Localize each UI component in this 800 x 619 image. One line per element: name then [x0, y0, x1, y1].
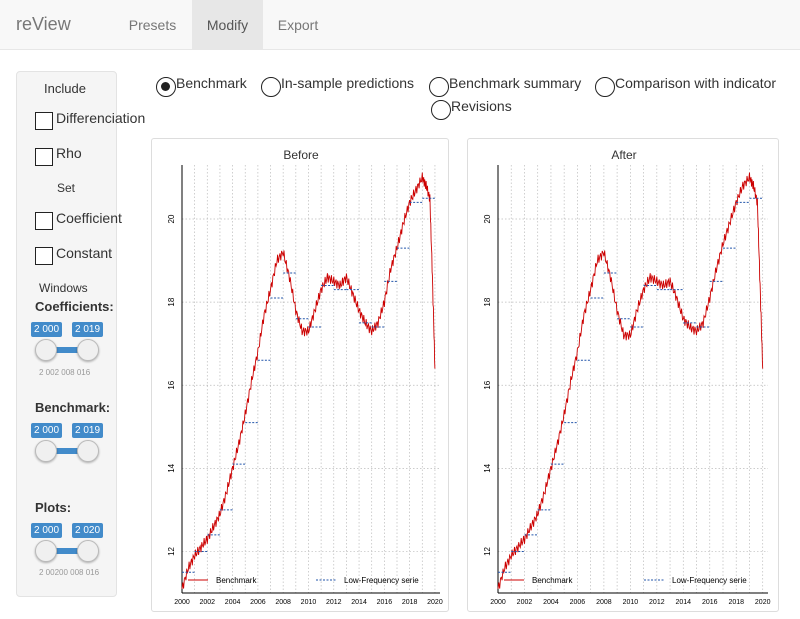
benchmark-slider-label: Benchmark: — [35, 400, 111, 415]
coefficients-slider-handle-from[interactable] — [35, 339, 57, 361]
coefficients-slider-label: Coefficients: — [35, 299, 114, 314]
x-tick-label: 2008 — [596, 599, 612, 606]
x-tick-label: 2020 — [755, 599, 771, 606]
radio-in-sample-predictions-label: In-sample predictions — [281, 75, 415, 91]
y-tick-label: 16 — [483, 380, 492, 389]
y-tick-label: 12 — [167, 546, 176, 555]
tab-modify[interactable]: Modify — [192, 0, 263, 50]
legend-benchmark-label: Benchmark — [216, 576, 257, 585]
include-header: Include — [44, 81, 86, 96]
set-header: Set — [57, 181, 76, 195]
coefficients-slider-to: 2 019 — [72, 322, 104, 337]
x-tick-label: 2000 — [490, 599, 506, 606]
before-plot-panel: Before 12 14 16 18 20 2000 2002 2004 2006 2008 201… — [151, 138, 449, 612]
x-tick-label: 2010 — [623, 599, 639, 606]
y-tick-label: 14 — [483, 463, 492, 472]
x-tick-label: 2012 — [326, 599, 342, 606]
coefficient-label: Coefficient — [56, 210, 122, 226]
x-tick-label: 2000 — [174, 599, 190, 606]
plots-slider-from: 2 000 — [31, 523, 63, 538]
plots-slider-handle-to[interactable] — [77, 540, 99, 562]
radio-benchmark-label: Benchmark — [176, 75, 247, 91]
x-tick-label: 2018 — [728, 599, 744, 606]
legend-low-frequency-label: Low-Frequency serie — [344, 576, 419, 585]
brand[interactable]: reView — [16, 14, 71, 34]
radio-revisions-label: Revisions — [451, 98, 512, 114]
coefficients-slider-bar[interactable] — [47, 347, 87, 353]
after-plot-panel: After 12 14 16 18 20 2000 2002 2004 2006 2008 2010… — [467, 138, 779, 612]
x-tick-label: 2002 — [200, 599, 216, 606]
radio-benchmark[interactable] — [156, 77, 176, 97]
constant-checkbox[interactable] — [35, 247, 53, 265]
after-chart: 12 14 16 18 20 2000 2002 2004 2006 2008 2010 2012 20… — [483, 165, 771, 606]
radio-benchmark-summary-label: Benchmark summary — [449, 75, 582, 91]
constant-label: Constant — [56, 245, 113, 261]
navbar: reView Presets Modify Export — [0, 0, 800, 50]
y-tick-label: 14 — [167, 463, 176, 472]
y-tick-label: 16 — [167, 380, 176, 389]
benchmark-series-line — [181, 172, 436, 589]
plots-slider-label: Plots: — [35, 500, 72, 515]
tab-export[interactable]: Export — [277, 17, 319, 33]
legend-low-frequency-label: Low-Frequency serie — [672, 576, 747, 585]
after-plot-title: After — [611, 148, 637, 162]
x-tick-label: 2010 — [301, 599, 317, 606]
y-tick-label: 18 — [167, 297, 176, 306]
differenciation-checkbox[interactable] — [35, 112, 53, 130]
x-tick-label: 2014 — [676, 599, 692, 606]
rho-label: Rho — [56, 145, 82, 161]
y-tick-label: 18 — [483, 297, 492, 306]
before-chart: 12 14 16 18 20 2000 2002 2004 2006 2008 2010 2012 20… — [167, 165, 443, 606]
coefficient-checkbox[interactable] — [35, 212, 53, 230]
benchmark-slider-handle-from[interactable] — [35, 440, 57, 462]
x-tick-label: 2006 — [570, 599, 586, 606]
x-tick-label: 2016 — [377, 599, 393, 606]
y-tick-label: 20 — [167, 214, 176, 223]
y-tick-label: 20 — [483, 214, 492, 223]
before-plot-title: Before — [283, 148, 319, 162]
radio-comparison-with-indicator[interactable] — [595, 77, 615, 97]
benchmark-slider-from: 2 000 — [31, 423, 63, 438]
x-tick-label: 2004 — [225, 599, 241, 606]
x-tick-label: 2002 — [517, 599, 533, 606]
benchmark-slider-bar[interactable] — [47, 448, 87, 454]
x-tick-label: 2014 — [351, 599, 367, 606]
x-tick-label: 2018 — [402, 599, 418, 606]
coefficients-slider-ticks: 2 002 008 016 — [39, 368, 91, 377]
differenciation-label: Differenciation — [56, 110, 146, 126]
x-tick-label: 2016 — [702, 599, 718, 606]
x-tick-label: 2008 — [275, 599, 291, 606]
plots-slider-ticks: 2 00200 008 016 — [39, 568, 100, 577]
plots-slider-to: 2 020 — [72, 523, 104, 538]
coefficients-slider-handle-to[interactable] — [77, 339, 99, 361]
legend-benchmark-label: Benchmark — [532, 576, 573, 585]
radio-revisions[interactable] — [431, 100, 451, 120]
radio-in-sample-predictions[interactable] — [261, 77, 281, 97]
y-tick-label: 12 — [483, 546, 492, 555]
benchmark-slider-to: 2 019 — [72, 423, 104, 438]
coefficients-slider-from: 2 000 — [31, 322, 63, 337]
x-tick-label: 2020 — [427, 599, 443, 606]
tab-presets[interactable]: Presets — [128, 17, 177, 33]
x-tick-label: 2004 — [543, 599, 559, 606]
radio-comparison-with-indicator-label: Comparison with indicator — [615, 75, 777, 91]
sidebar-panel: Include Differenciation Rho Set Coeffici… — [16, 71, 145, 597]
radio-benchmark-summary[interactable] — [429, 77, 449, 97]
rho-checkbox[interactable] — [35, 148, 53, 166]
plots-slider-bar[interactable] — [47, 548, 87, 554]
windows-header: Windows — [39, 281, 88, 295]
plots-slider-handle-from[interactable] — [35, 540, 57, 562]
benchmark-slider-handle-to[interactable] — [77, 440, 99, 462]
x-tick-label: 2006 — [250, 599, 266, 606]
benchmark-series-line — [497, 172, 764, 589]
x-tick-label: 2012 — [649, 599, 665, 606]
